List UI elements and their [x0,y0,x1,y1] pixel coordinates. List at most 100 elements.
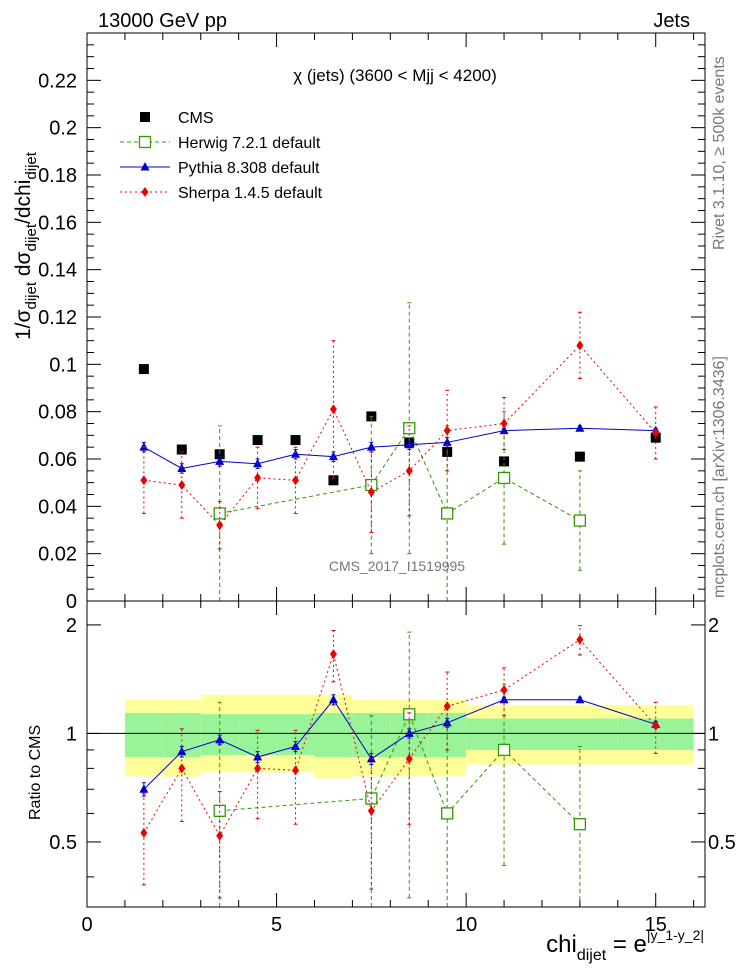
legend-pythia-label: Pythia 8.308 default [178,160,320,177]
sherpa-main-point [216,520,224,531]
sherpa-main-point [405,465,413,476]
pythia-ratio-point [442,717,452,727]
main-y-tick-label: 0.22 [38,70,77,92]
x-tick-label: 15 [645,914,667,936]
ratio-y-axis-label: Ratio to CMS [27,725,44,820]
cms-main-point [499,456,510,467]
sherpa-main-point [178,480,186,491]
ratio-y-tick-label: 0.5 [49,832,77,854]
sherpa-main-point [652,427,660,438]
herwig-ratio-line [219,712,581,825]
legend-pythia-marker [140,162,150,171]
cms-main-point [290,435,301,446]
main-y-tick-label: 0.14 [38,260,77,282]
pythia-ratio-point [575,694,585,704]
process-label: Jets [653,10,690,32]
herwig-main-line [219,427,581,521]
sherpa-ratio-point [140,827,148,838]
ratio-y-tick-label: 1 [66,723,77,745]
x-tick-label: 0 [81,914,92,936]
pythia-main-point [328,451,338,461]
cms-main-point [138,364,149,375]
main-y-axis-label: 1/σdijet dσdijet/dchidijet [12,151,40,340]
energy-label: 13000 GeV pp [98,10,227,32]
cms-main-point [252,435,263,446]
sherpa-ratio-point [329,649,337,660]
sherpa-main-point [443,425,451,436]
sherpa-main-point [367,487,375,498]
pythia-main-point [215,456,225,465]
cms-main-point [328,475,339,486]
pythia-main-point [499,425,509,435]
pythia-ratio-point [366,753,376,763]
pythia-ratio-line [143,698,656,790]
sherpa-ratio-point [405,753,413,764]
main-y-tick-label: 0.08 [38,402,77,424]
herwig-main-point [573,514,587,527]
sherpa-ratio-point [216,830,224,841]
sherpa-ratio-point [367,805,375,816]
main-y-tick-label: 0.16 [38,212,77,234]
cms-main-point [574,451,585,462]
sherpa-ratio-point [254,763,262,774]
herwig-ratio-point [497,743,511,757]
legend-cms-label: CMS [178,110,214,127]
legend-cms-marker [140,112,150,122]
source-label: mcplots.cern.ch [arXiv:1306.3436] [711,356,728,598]
ratio-band-inner [238,714,277,756]
main-y-tick-label: 0.12 [38,307,77,329]
legend-herwig-marker [138,135,152,149]
ratio-y-tick-label-right: 2 [708,615,719,637]
pythia-ratio-point [328,694,338,704]
pythia-main-point [366,442,376,451]
ratio-y-tick-label-right: 1 [708,723,719,745]
sherpa-main-point [140,475,148,486]
pythia-ratio-point [139,784,149,793]
herwig-ratio-point [403,708,416,721]
legend-sherpa-label: Sherpa 1.4.5 default [178,185,323,202]
main-y-tick-label: 0.2 [49,118,77,140]
pythia-main-point [291,449,301,458]
sherpa-ratio-point [178,763,186,774]
herwig-main-point [441,507,454,520]
legend-herwig-label: Herwig 7.2.1 default [178,135,321,152]
pythia-ratio-point [215,734,225,744]
pythia-main-point [139,442,149,451]
x-axis-label: chidijet = e|y_1-y_2| [546,927,704,964]
x-tick-label: 5 [271,914,282,936]
main-y-tick-label: 0.06 [38,449,77,471]
x-tick-label: 10 [455,914,477,936]
pythia-main-point [442,437,452,446]
pythia-main-point [575,423,585,432]
sherpa-ratio-line [143,639,657,837]
sherpa-main-point [329,404,337,415]
sherpa-main-line [143,344,657,527]
herwig-main-point [497,471,511,485]
main-y-tick-label: 0 [66,591,77,613]
sherpa-main-point [500,418,508,429]
sherpa-main-point [292,475,300,486]
rivet-label: Rivet 3.1.10, ≥ 500k events [711,56,728,250]
cms-main-point [176,444,187,455]
analysis-watermark: CMS_2017_I1519995 [329,558,465,574]
main-y-tick-label: 0.18 [38,165,77,187]
herwig-ratio-point [573,818,587,831]
legend-sherpa-marker [141,187,149,197]
sherpa-main-point [254,472,262,483]
sherpa-main-point [576,340,584,351]
sherpa-ratio-point [292,765,300,776]
ratio-plot-frame [86,600,706,908]
sherpa-ratio-point [443,701,451,712]
pythia-ratio-point [253,752,263,761]
sherpa-ratio-point [500,684,508,695]
ratio-y-tick-label: 2 [66,615,77,637]
sherpa-ratio-point [652,720,660,731]
pythia-main-line [143,427,656,469]
main-y-tick-label: 0.04 [38,496,77,518]
herwig-main-point [403,422,416,435]
ratio-band-inner [124,712,163,758]
herwig-ratio-point [441,807,454,820]
ratio-y-tick-label-right: 0.5 [708,832,736,854]
main-y-tick-label: 0.02 [38,544,77,566]
